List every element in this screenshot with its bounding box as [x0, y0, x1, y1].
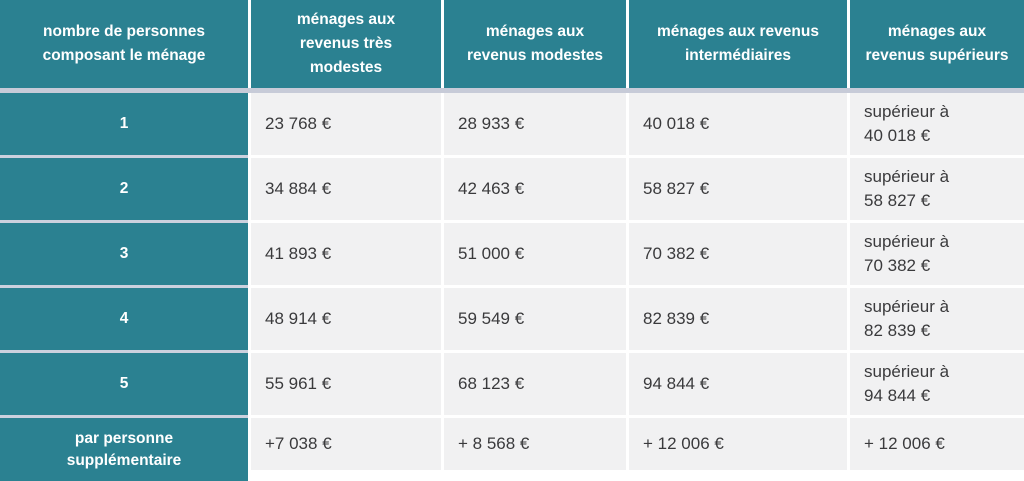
cell-intermediaires: + 12 006 €: [629, 418, 847, 481]
cell-modestes: 51 000 €: [444, 223, 626, 288]
header-cell-revenus-intermediaires: ménages aux revenus intermédiaires: [629, 0, 847, 88]
header-cell-revenus-superieurs: ménages aux revenus supérieurs: [850, 0, 1024, 88]
cell-modestes: 68 123 €: [444, 353, 626, 418]
cell-tres-modestes: +7 038 €: [251, 418, 441, 481]
cell-superieurs: supérieur à 40 018 €: [850, 93, 1024, 158]
cell-superieurs: + 12 006 €: [850, 418, 1024, 481]
cell-tres-modestes: 41 893 €: [251, 223, 441, 288]
cell-tres-modestes: 34 884 €: [251, 158, 441, 223]
row-label-cell: 2: [0, 158, 248, 223]
header-row: nombre de personnes composant le ménage …: [0, 0, 1024, 88]
table-row-5: 5 55 961 € 68 123 € 94 844 € supérieur à…: [0, 353, 1024, 418]
row-label-cell: 4: [0, 288, 248, 353]
row-label-cell: 3: [0, 223, 248, 288]
cell-modestes: + 8 568 €: [444, 418, 626, 481]
row-label-cell: par personne supplémentaire: [0, 418, 248, 481]
cell-modestes: 59 549 €: [444, 288, 626, 353]
header-cell-household: nombre de personnes composant le ménage: [0, 0, 248, 88]
row-label-cell: 5: [0, 353, 248, 418]
cell-intermediaires: 82 839 €: [629, 288, 847, 353]
cell-superieurs: supérieur à 70 382 €: [850, 223, 1024, 288]
cell-superieurs: supérieur à 82 839 €: [850, 288, 1024, 353]
table-row-3: 3 41 893 € 51 000 € 70 382 € supérieur à…: [0, 223, 1024, 288]
table-row-per-additional-person: par personne supplémentaire +7 038 € + 8…: [0, 418, 1024, 481]
cell-tres-modestes: 48 914 €: [251, 288, 441, 353]
table-row-1: 1 23 768 € 28 933 € 40 018 € supérieur à…: [0, 93, 1024, 158]
cell-tres-modestes: 23 768 €: [251, 93, 441, 158]
cell-intermediaires: 40 018 €: [629, 93, 847, 158]
cell-intermediaires: 94 844 €: [629, 353, 847, 418]
cell-intermediaires: 70 382 €: [629, 223, 847, 288]
cell-tres-modestes: 55 961 €: [251, 353, 441, 418]
cell-superieurs: supérieur à 58 827 €: [850, 158, 1024, 223]
header-cell-revenus-tres-modestes: ménages aux revenus très modestes: [251, 0, 441, 88]
table-row-2: 2 34 884 € 42 463 € 58 827 € supérieur à…: [0, 158, 1024, 223]
row-label-cell: 1: [0, 93, 248, 158]
header-separator-band: [0, 88, 1024, 93]
cell-modestes: 42 463 €: [444, 158, 626, 223]
header-cell-revenus-modestes: ménages aux revenus modestes: [444, 0, 626, 88]
cell-modestes: 28 933 €: [444, 93, 626, 158]
table-row-4: 4 48 914 € 59 549 € 82 839 € supérieur à…: [0, 288, 1024, 353]
cell-superieurs: supérieur à 94 844 €: [850, 353, 1024, 418]
cell-intermediaires: 58 827 €: [629, 158, 847, 223]
